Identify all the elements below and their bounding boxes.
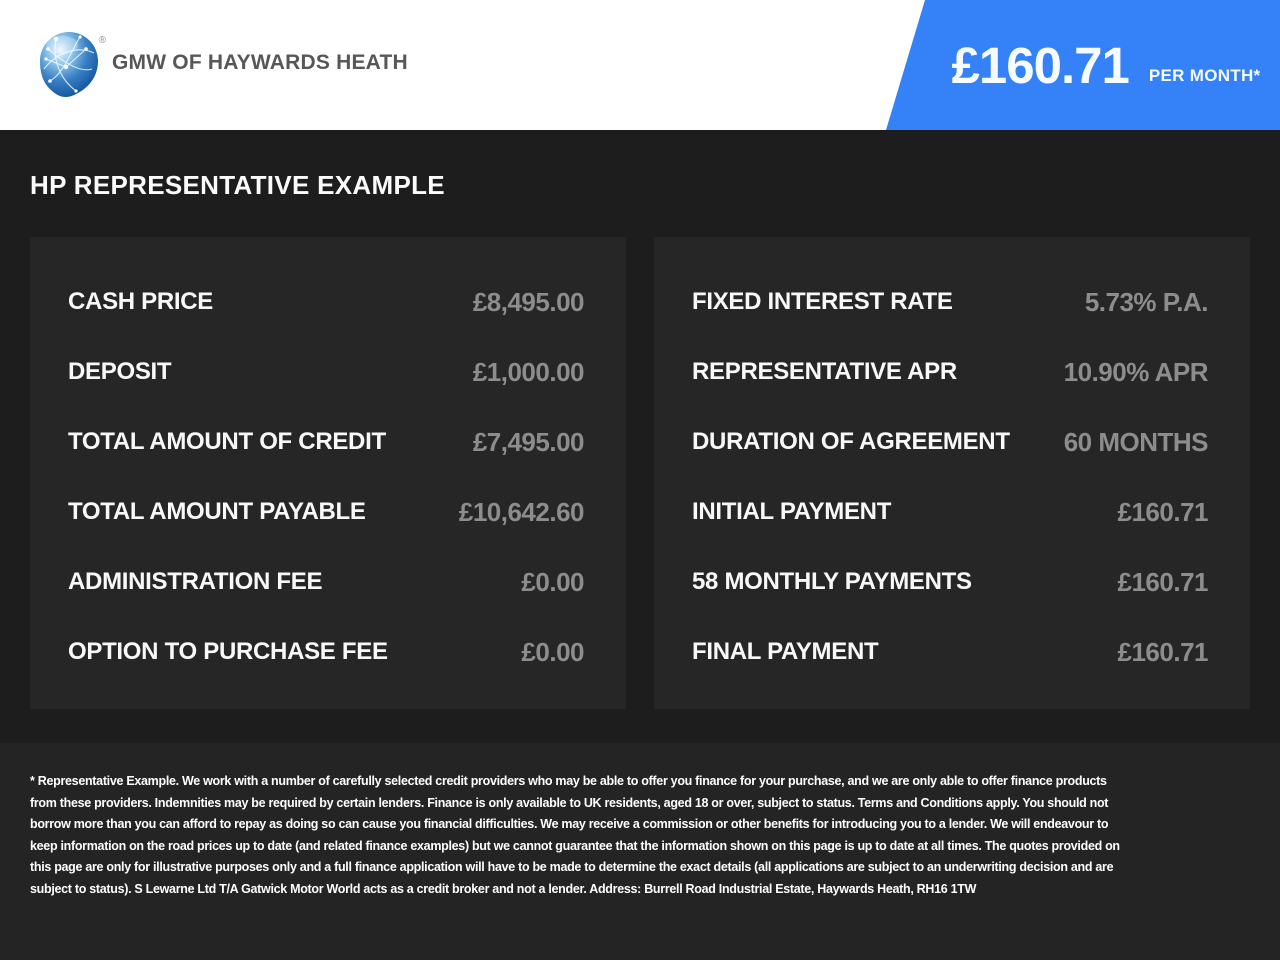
price-banner: £160.71 PER MONTH*	[886, 0, 1280, 130]
row-label: TOTAL AMOUNT OF CREDIT	[68, 428, 386, 455]
row-value: £0.00	[521, 636, 584, 667]
row-value: £160.71	[1117, 496, 1209, 527]
finance-row-cash-price: CASH PRICE £8,495.00	[68, 267, 585, 337]
row-value: £7,495.00	[472, 426, 585, 457]
finance-row-interest-rate: FIXED INTEREST RATE 5.73% P.A.	[692, 267, 1209, 337]
header: ® GMW OF HAYWARDS HEATH £160.71 PER MONT…	[0, 0, 1280, 130]
finance-row-initial-payment: INITIAL PAYMENT £160.71	[692, 477, 1209, 547]
registered-trademark-icon: ®	[98, 35, 106, 46]
row-label: ADMINISTRATION FEE	[68, 568, 323, 595]
main-content: HP REPRESENTATIVE EXAMPLE CASH PRICE £8,…	[0, 130, 1280, 709]
finance-row-deposit: DEPOSIT £1,000.00	[68, 337, 585, 407]
row-value: 60 MONTHS	[1063, 426, 1209, 457]
row-label: INITIAL PAYMENT	[692, 498, 892, 525]
finance-row-admin-fee: ADMINISTRATION FEE £0.00	[68, 547, 584, 617]
row-label: FIXED INTEREST RATE	[692, 288, 953, 315]
dealer-logo[interactable]: ® GMW OF HAYWARDS HEATH	[0, 0, 1280, 130]
row-value: £1,000.00	[472, 356, 585, 387]
row-label: TOTAL AMOUNT PAYABLE	[68, 498, 366, 525]
row-label: CASH PRICE	[68, 288, 214, 315]
footer: * Representative Example. We work with a…	[0, 743, 1280, 960]
disclaimer-text: * Representative Example. We work with a…	[30, 774, 1120, 896]
row-value: 10.90% APR	[1063, 356, 1209, 387]
monthly-price-period: PER MONTH*	[1148, 66, 1261, 85]
finance-row-final-payment: FINAL PAYMENT £160.71	[692, 617, 1209, 687]
row-label: OPTION TO PURCHASE FEE	[68, 638, 388, 665]
row-label: DURATION OF AGREEMENT	[692, 428, 1010, 455]
globe-logo-icon: ®	[36, 29, 106, 101]
finance-row-apr: REPRESENTATIVE APR 10.90% APR	[692, 337, 1209, 407]
row-label: FINAL PAYMENT	[692, 638, 879, 665]
row-label: REPRESENTATIVE APR	[692, 358, 957, 385]
row-label: DEPOSIT	[68, 358, 172, 385]
finance-panels: CASH PRICE £8,495.00 DEPOSIT £1,000.00 T…	[30, 237, 1250, 709]
dealer-name: GMW OF HAYWARDS HEATH	[112, 51, 408, 74]
finance-row-total-payable: TOTAL AMOUNT PAYABLE £10,642.60	[68, 477, 585, 547]
finance-panel-right: FIXED INTEREST RATE 5.73% P.A. REPRESENT…	[654, 237, 1250, 709]
row-value: £160.71	[1117, 566, 1209, 597]
row-label: 58 MONTHLY PAYMENTS	[692, 568, 972, 595]
monthly-price: £160.71	[951, 36, 1130, 94]
row-value: £10,642.60	[458, 496, 585, 527]
row-value: £0.00	[521, 566, 584, 597]
row-value: £8,495.00	[472, 286, 585, 317]
row-value: £160.71	[1117, 636, 1209, 667]
row-value: 5.73% P.A.	[1084, 286, 1209, 317]
finance-row-option-fee: OPTION TO PURCHASE FEE £0.00	[68, 617, 584, 687]
finance-panel-left: CASH PRICE £8,495.00 DEPOSIT £1,000.00 T…	[30, 237, 626, 709]
page-title: HP REPRESENTATIVE EXAMPLE	[30, 170, 445, 200]
finance-row-duration: DURATION OF AGREEMENT 60 MONTHS	[692, 407, 1209, 477]
finance-row-total-credit: TOTAL AMOUNT OF CREDIT £7,495.00	[68, 407, 585, 477]
finance-row-monthly-payments: 58 MONTHLY PAYMENTS £160.71	[692, 547, 1209, 617]
